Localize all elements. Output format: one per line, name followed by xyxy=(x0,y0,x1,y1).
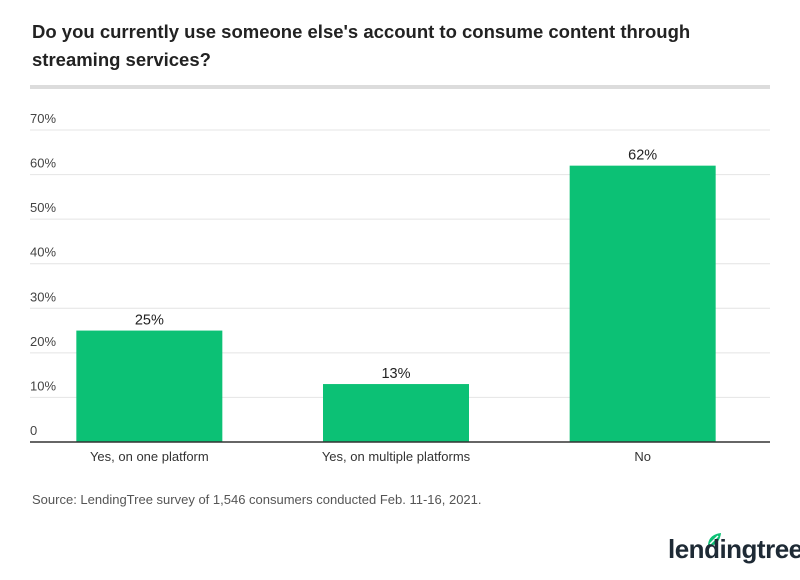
data-label: 25% xyxy=(135,313,164,329)
title-divider xyxy=(30,85,770,89)
y-tick-label: 50% xyxy=(30,200,56,215)
y-tick-label: 0 xyxy=(30,423,37,438)
data-label: 13% xyxy=(381,366,410,382)
source-note: Source: LendingTree survey of 1,546 cons… xyxy=(32,492,482,507)
y-tick-label: 30% xyxy=(30,289,56,304)
x-tick-label: Yes, on one platform xyxy=(90,449,209,464)
bar xyxy=(323,384,469,442)
x-tick-label: No xyxy=(634,449,651,464)
bar xyxy=(76,330,223,442)
y-tick-label: 20% xyxy=(30,334,56,349)
x-tick-label: Yes, on multiple platforms xyxy=(322,449,471,464)
y-tick-label: 10% xyxy=(30,378,56,393)
y-tick-label: 70% xyxy=(30,111,56,126)
y-tick-label: 60% xyxy=(30,156,56,171)
chart-title: Do you currently use someone else's acco… xyxy=(32,21,691,70)
lendingtree-logo: lendingtree xyxy=(668,534,800,564)
data-label: 62% xyxy=(628,148,657,164)
bar xyxy=(569,165,716,442)
leaf-logo-icon xyxy=(708,533,721,546)
y-tick-label: 40% xyxy=(30,245,56,260)
